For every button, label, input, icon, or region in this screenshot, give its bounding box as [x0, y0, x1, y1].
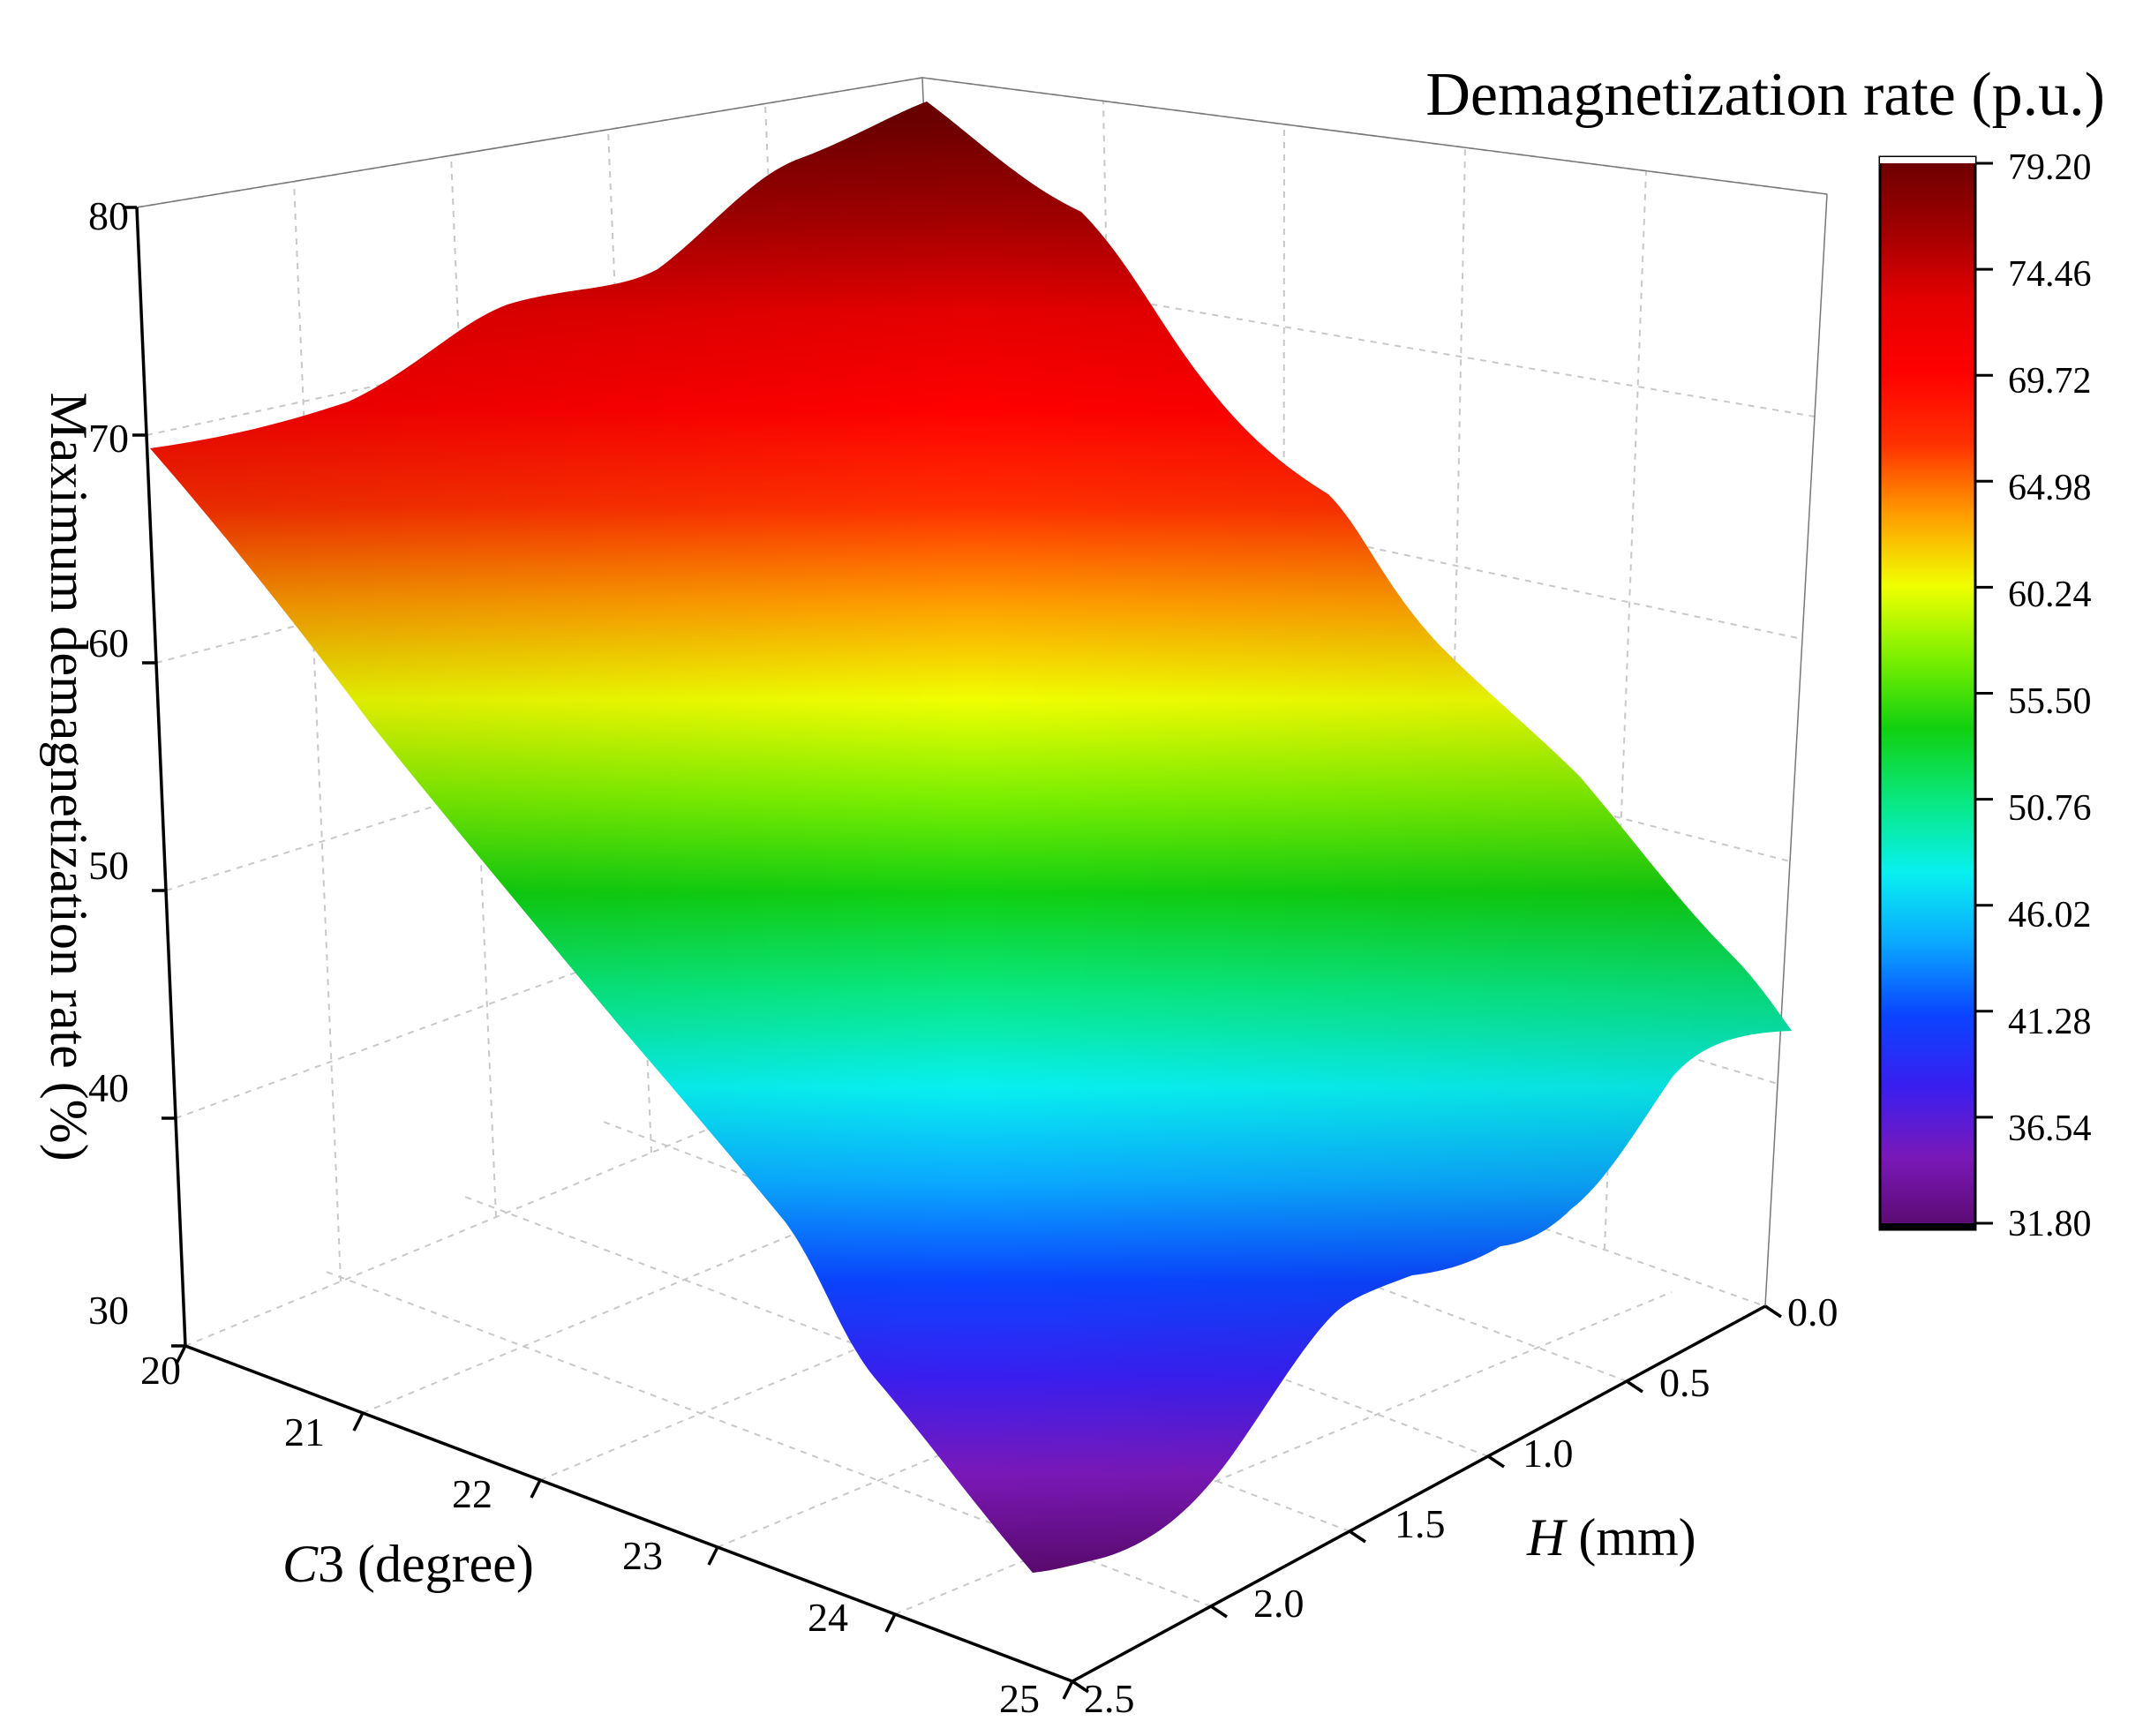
grid-z-level — [146, 266, 1816, 436]
x-tick-20: 20 — [140, 1348, 181, 1393]
z-tick-50: 50 — [88, 843, 129, 888]
z-axis-ticks: 30 40 50 60 70 80 — [88, 193, 129, 1333]
y-tick-mark — [1487, 1454, 1505, 1469]
colorbar-bottom-cap — [1880, 1223, 1975, 1229]
x-tick-mark — [707, 1546, 719, 1566]
colorbar-tick-4: 60.24 — [2008, 575, 2092, 615]
x-axis-line — [184, 1344, 1073, 1683]
colorbar-tick-8: 41.28 — [2008, 1002, 2092, 1042]
z-tick-40: 40 — [88, 1065, 129, 1110]
y-axis-line — [1072, 1304, 1766, 1683]
y-tick-2-5: 2.5 — [1084, 1676, 1135, 1721]
colorbar-tick-2: 69.72 — [2008, 361, 2092, 402]
colorbar-tick-10: 31.80 — [2008, 1204, 2092, 1244]
grid-floor-h — [323, 1270, 1212, 1607]
y-axis-title-rest: (mm) — [1565, 1508, 1696, 1567]
y-tick-mark — [1072, 1680, 1089, 1694]
y-tick-mark — [1349, 1529, 1366, 1544]
colorbar-tick-6: 50.76 — [2008, 788, 2092, 829]
colorbar-tick-3: 64.98 — [2008, 468, 2092, 508]
grid-h-vertical — [1282, 124, 1285, 1138]
z-tick-60: 60 — [88, 620, 129, 665]
x-tick-23: 23 — [622, 1533, 663, 1578]
y-tick-mark — [1210, 1604, 1228, 1619]
colorbar-top-cap — [1880, 157, 1975, 163]
colorbar-bar — [1878, 155, 1977, 1231]
colorbar-tick-0: 79.20 — [2008, 147, 2092, 188]
x-tick-21: 21 — [284, 1409, 325, 1454]
y-tick-1-5: 1.5 — [1395, 1501, 1446, 1546]
colorbar-tick-marks — [1975, 162, 1993, 1225]
x-tick-mark — [352, 1412, 365, 1432]
colorbar-tick-1: 74.46 — [2008, 254, 2092, 295]
box-right-vertical — [1764, 193, 1828, 1307]
z-axis-line — [135, 207, 187, 1347]
x-tick-24: 24 — [808, 1595, 848, 1640]
x-axis-title-italic: C — [282, 1535, 319, 1593]
x-axis-title-rest: 3 (degree) — [318, 1535, 534, 1593]
x-axis-ticks: 20 21 22 23 24 25 — [140, 1348, 1040, 1721]
y-tick-mark — [1626, 1379, 1643, 1394]
y-tick-0-5: 0.5 — [1659, 1360, 1711, 1405]
colorbar-tick-7: 46.02 — [2008, 895, 2092, 936]
colorbar-title: Demagnetization rate (p.u.) — [1425, 61, 2105, 129]
z-tick-70: 70 — [88, 416, 129, 461]
z-axis-title: Maximum demagnetization rate (%) — [40, 392, 98, 1161]
y-axis-ticks: 0.0 0.5 1.0 1.5 2.0 2.5 — [1084, 1289, 1838, 1721]
x-tick-mark — [1062, 1680, 1074, 1700]
y-axis-title-italic: H — [1526, 1508, 1568, 1567]
grid-floor-c3 — [362, 1090, 1140, 1414]
y-axis-title: H (mm) — [1526, 1508, 1696, 1567]
x-tick-25: 25 — [999, 1676, 1040, 1721]
y-tick-mark — [1764, 1304, 1782, 1319]
grid-c3-vertical — [450, 155, 497, 1218]
surface-shading — [150, 101, 1792, 1573]
colorbar-tick-5: 55.50 — [2008, 681, 2092, 722]
z-tick-80: 80 — [88, 193, 129, 238]
x-axis-title: C3 (degree) — [282, 1535, 534, 1593]
x-tick-22: 22 — [452, 1471, 493, 1516]
colorbar: Demagnetization rate (p.u.) 79.20 74.46 … — [1425, 61, 2105, 1244]
x-tick-mark — [530, 1479, 542, 1499]
y-tick-2-0: 2.0 — [1253, 1581, 1305, 1626]
x-tick-mark — [175, 1345, 187, 1364]
axis-lines — [123, 206, 1782, 1700]
grid-c3-vertical — [293, 181, 342, 1282]
x-tick-mark — [884, 1613, 897, 1633]
z-tick-30: 30 — [88, 1288, 129, 1333]
y-tick-1-0: 1.0 — [1523, 1431, 1574, 1476]
y-tick-0-0: 0.0 — [1787, 1289, 1838, 1334]
colorbar-tick-9: 36.54 — [2008, 1108, 2092, 1149]
